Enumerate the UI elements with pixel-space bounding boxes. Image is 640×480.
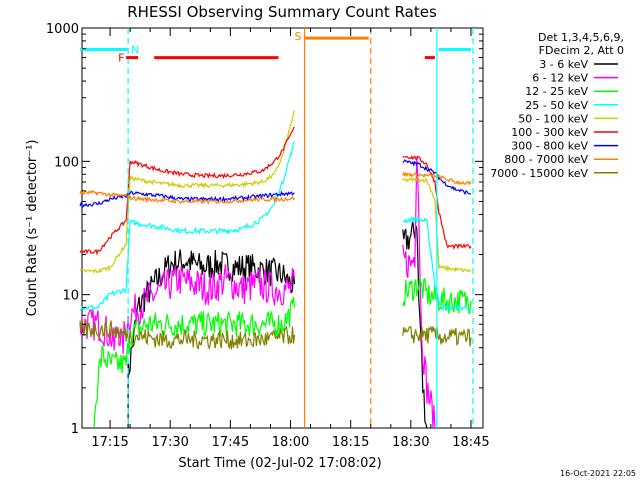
series-line-800-7000-kev-seg-0: [79, 189, 295, 205]
legend-label-6: 300 - 800 keV: [511, 140, 588, 153]
y-tick-label: 1000: [46, 22, 79, 37]
series-line-7000-15000-kev-seg-0: [79, 319, 296, 350]
axis-layer: 17:15 17:30 17:45 18:00 18:15 18:30 18:45 1 10 10…: [46, 22, 490, 450]
flag-s-label: S: [295, 30, 302, 43]
legend-label-8: 7000 - 15000 keV: [490, 167, 588, 180]
x-tick-label: 17:15: [91, 435, 128, 450]
x-tick-label: 17:30: [151, 435, 188, 450]
legend-label-3: 25 - 50 keV: [525, 99, 588, 112]
annotation-layer: NF S: [79, 28, 474, 428]
legend-header-line-2: FDecim 2, Att 0: [539, 44, 624, 57]
x-tick-label: 18:45: [452, 435, 489, 450]
x-tick-label: 18:30: [392, 435, 429, 450]
flag-f-label: F: [118, 52, 124, 65]
legend-header-line-1: Det 1,3,4,5,6,9,: [538, 31, 624, 44]
legend-label-4: 50 - 100 keV: [518, 112, 588, 125]
x-tick-label: 17:45: [212, 435, 249, 450]
legend-label-5: 100 - 300 keV: [511, 126, 588, 139]
x-axis-label: Start Time (02-Jul-02 17:08:02): [178, 456, 381, 471]
legend-label-0: 3 - 6 keV: [539, 58, 588, 71]
y-tick-label: 1: [71, 422, 79, 437]
series-line-300-800-kev-seg-0: [79, 190, 295, 208]
series-line-100-300-kev-seg-0: [79, 126, 295, 256]
y-tick-label: 100: [54, 155, 79, 170]
plot-frame: [81, 27, 484, 429]
legend-label-1: 6 - 12 keV: [532, 72, 588, 85]
flag-n-label: N: [131, 43, 139, 56]
x-tick-label: 18:15: [332, 435, 369, 450]
series-layer: [79, 110, 472, 429]
legend-label-2: 12 - 25 keV: [525, 85, 588, 98]
y-tick-label: 10: [62, 289, 79, 304]
chart-title: RHESSI Observing Summary Count Rates: [127, 3, 437, 21]
series-line-12-25-kev-seg-0: [93, 296, 296, 429]
series-line-50-100-kev-seg-0: [79, 110, 296, 274]
footer-date: 16-Oct-2021 22:05: [560, 469, 636, 478]
series-line-25-50-kev-seg-0: [79, 141, 295, 311]
series-line-6-12-kev-seg-1: [402, 156, 436, 429]
x-tick-label: 18:00: [272, 435, 309, 450]
legend-label-7: 800 - 7000 keV: [504, 153, 588, 166]
y-axis-label: Count Rate (s⁻¹ detector⁻¹): [25, 140, 40, 317]
series-line-3-6-kev-seg-0: [127, 249, 296, 428]
